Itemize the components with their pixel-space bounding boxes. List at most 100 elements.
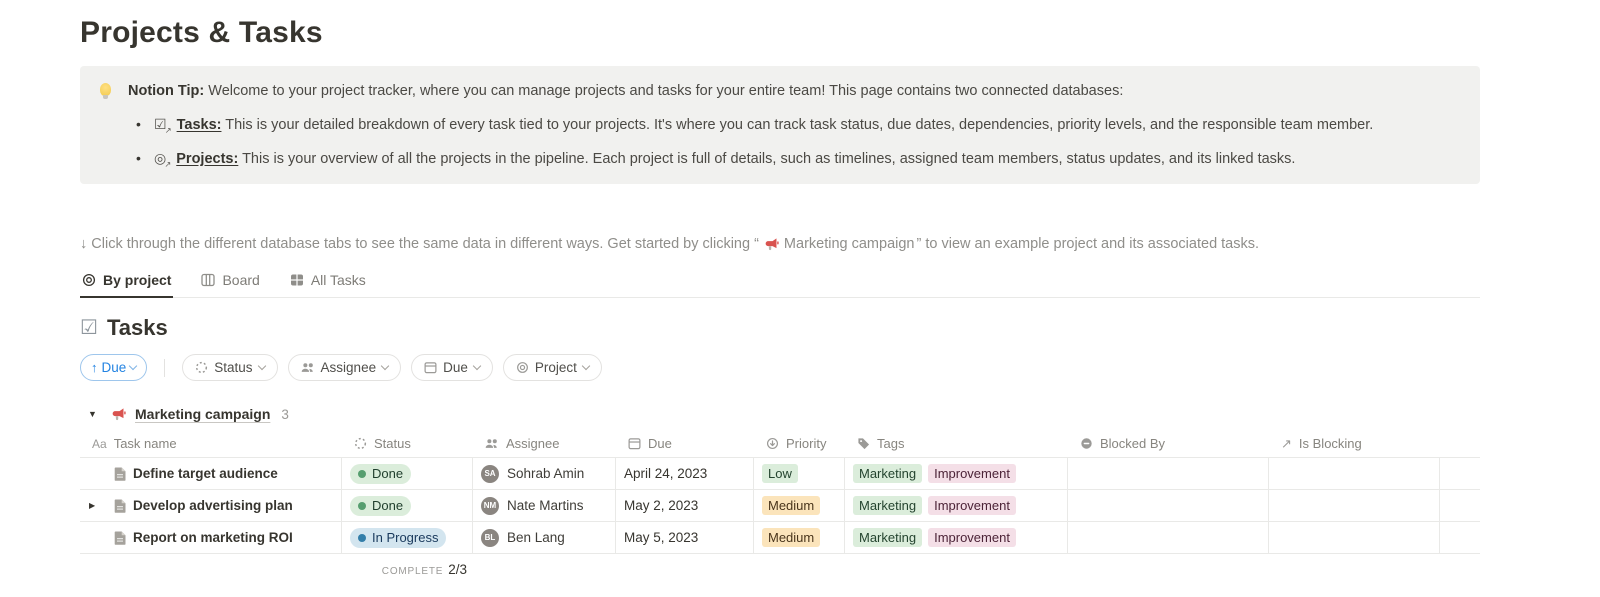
people-icon (485, 438, 499, 449)
collapse-triangle-icon[interactable]: ▼ (88, 409, 97, 420)
checkbox-icon: ☑ (80, 317, 98, 340)
tag: Improvement (928, 496, 1016, 516)
table-row: ▶ Report on marketing ROI In Progress BL… (80, 522, 1480, 555)
chevron-down-icon (257, 362, 266, 371)
tags-cell[interactable]: Marketing Improvement (845, 522, 1068, 554)
status-complete-calc[interactable]: COMPLETE 2/3 (382, 562, 473, 577)
column-header-tags[interactable]: Tags (845, 436, 1068, 451)
blocked-by-cell[interactable] (1068, 458, 1269, 490)
status-spinner-icon (195, 361, 208, 374)
filter-label: Assignee (320, 360, 377, 376)
tip-label: Notion Tip: (128, 83, 205, 99)
table-icon (290, 273, 304, 287)
page-icon (114, 467, 126, 481)
column-header-due[interactable]: Due (616, 436, 754, 451)
chevron-down-icon (380, 362, 390, 371)
assignee-cell[interactable]: SA Sohrab Amin (473, 458, 616, 490)
target-icon (516, 361, 529, 374)
extra-cell (1440, 522, 1480, 553)
avatar: SA (481, 464, 499, 483)
priority-cell[interactable]: Medium (754, 522, 845, 554)
tab-by-project[interactable]: By project (80, 268, 174, 299)
column-header-is-blocking[interactable]: ↗ Is Blocking (1281, 435, 1362, 452)
expand-triangle-icon[interactable]: ▶ (89, 501, 96, 511)
tag: Marketing (853, 496, 923, 516)
filter-chip-assignee[interactable]: Assignee (287, 354, 402, 382)
task-name-cell[interactable]: ▶ Develop advertising plan (80, 490, 342, 522)
filter-chip-due[interactable]: Due (411, 354, 493, 382)
task-name-cell[interactable]: ▶ Report on marketing ROI (80, 522, 342, 554)
blocked-icon (1080, 437, 1093, 450)
group-count: 3 (281, 406, 289, 422)
bulb-icon (94, 81, 116, 170)
column-header-priority[interactable]: Priority (754, 436, 845, 451)
megaphone-icon (112, 408, 126, 420)
priority-cell[interactable]: Low (754, 458, 845, 490)
due-date: May 2, 2023 (624, 498, 699, 514)
people-icon (301, 362, 315, 373)
tags-cell[interactable]: Marketing Improvement (845, 490, 1068, 522)
column-header-blocked-by[interactable]: Blocked By (1068, 436, 1269, 451)
arrow-up-right-icon: ↗ (1281, 435, 1292, 451)
filter-toolbar: ↑ Due Status Assignee Due (80, 354, 1480, 382)
due-cell[interactable]: April 24, 2023 (616, 458, 754, 490)
sort-chip-due[interactable]: ↑ Due (80, 354, 148, 382)
status-pill: In Progress (350, 527, 447, 548)
filter-label: Status (214, 360, 253, 376)
tasks-database-icon: ☑ ↗ (154, 115, 172, 135)
priority-tag: Low (762, 464, 798, 484)
section-title: Tasks (106, 315, 168, 341)
filter-chip-status[interactable]: Status (182, 354, 278, 382)
priority-tag: Medium (762, 496, 821, 516)
table-footer: COMPLETE 2/3 (80, 556, 1480, 582)
board-icon (201, 273, 216, 287)
is-blocking-cell[interactable] (1269, 522, 1440, 554)
tasks-database-link[interactable]: Tasks: (176, 116, 222, 133)
chevron-down-icon (129, 362, 138, 371)
table-row: ▶ Define target audience Done SA Sohrab … (80, 458, 1480, 491)
filter-chip-project[interactable]: Project (502, 354, 602, 382)
column-header-status[interactable]: Status (342, 436, 473, 451)
tab-board[interactable]: Board (199, 268, 261, 297)
is-blocking-cell[interactable] (1269, 490, 1440, 522)
blocked-by-cell[interactable] (1068, 490, 1269, 522)
due-date: April 24, 2023 (624, 466, 708, 482)
group-name-link[interactable]: Marketing campaign (135, 406, 271, 423)
column-header-task-name[interactable]: Aa Task name (92, 436, 177, 452)
table-row: ▶ Develop advertising plan Done NM Nate … (80, 490, 1480, 523)
status-cell[interactable]: In Progress (342, 522, 473, 554)
assignee-name: Ben Lang (507, 530, 565, 546)
hint-suffix: ” to view an example project and its ass… (916, 236, 1260, 253)
column-header-assignee[interactable]: Assignee (473, 436, 616, 451)
projects-bullet-text: This is your overview of all the project… (238, 150, 1296, 167)
extra-cell (1440, 458, 1480, 489)
status-cell[interactable]: Done (342, 458, 473, 490)
status-dot-icon (358, 501, 366, 510)
assignee-cell[interactable]: NM Nate Martins (473, 490, 616, 522)
tab-all-tasks[interactable]: All Tasks (288, 268, 368, 297)
task-name: Define target audience (133, 466, 278, 482)
projects-database-icon: ◎ ↗ (154, 149, 172, 169)
projects-database-link[interactable]: Projects: (176, 150, 239, 167)
priority-cell[interactable]: Medium (754, 490, 845, 522)
blocked-by-cell[interactable] (1068, 522, 1269, 554)
priority-tag: Medium (762, 528, 821, 548)
calendar-icon (628, 437, 641, 450)
is-blocking-cell[interactable] (1269, 458, 1440, 490)
assignee-cell[interactable]: BL Ben Lang (473, 522, 616, 554)
avatar: NM (481, 496, 499, 515)
due-cell[interactable]: May 5, 2023 (616, 522, 754, 554)
task-name-cell[interactable]: ▶ Define target audience (80, 458, 342, 490)
filter-label: Project (534, 360, 577, 376)
table-header-row: Aa Task name Status Assignee Due (80, 430, 1480, 459)
chevron-down-icon (472, 362, 482, 371)
status-cell[interactable]: Done (342, 490, 473, 522)
tag: Improvement (928, 464, 1016, 484)
tag: Marketing (853, 528, 923, 548)
tags-cell[interactable]: Marketing Improvement (845, 458, 1068, 490)
page-icon (114, 531, 126, 545)
priority-circle-arrow-icon (766, 437, 779, 450)
due-cell[interactable]: May 2, 2023 (616, 490, 754, 522)
tasks-section-header: ☑ Tasks (80, 315, 1480, 341)
tasks-bullet-text: This is your detailed breakdown of every… (221, 116, 1374, 133)
